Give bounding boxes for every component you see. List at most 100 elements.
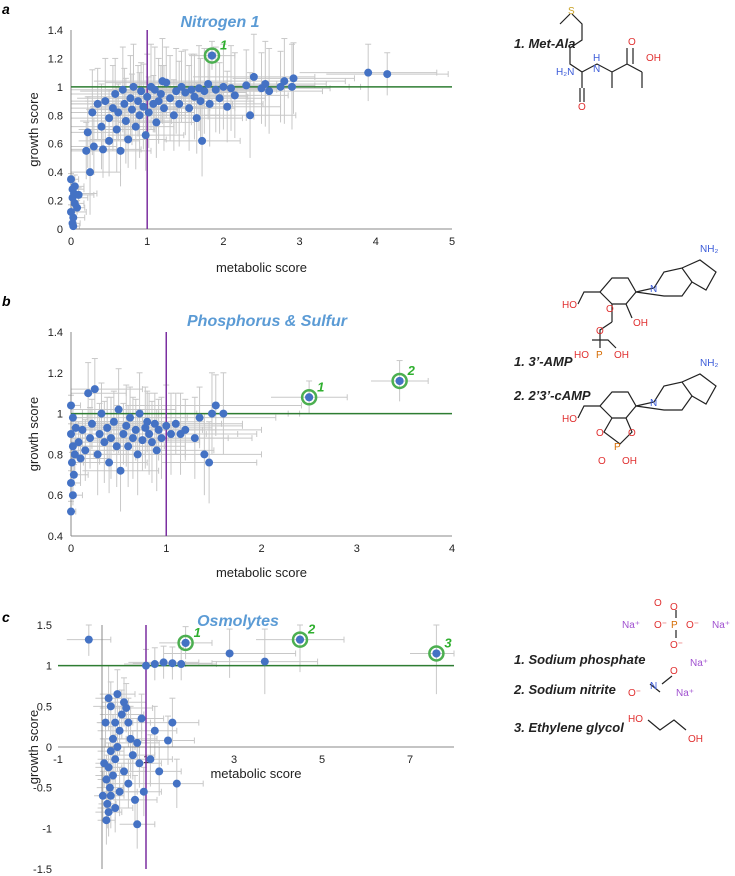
data-point bbox=[73, 203, 82, 212]
data-point bbox=[159, 658, 168, 667]
svg-text:OH: OH bbox=[688, 734, 703, 745]
data-point bbox=[141, 131, 150, 140]
compound-label: 1. Sodium phosphate bbox=[514, 652, 645, 667]
data-point bbox=[150, 726, 159, 735]
data-point bbox=[116, 466, 125, 475]
data-point bbox=[157, 434, 166, 443]
y-tick-label: 0 bbox=[46, 742, 52, 754]
svg-text:P: P bbox=[614, 442, 621, 453]
data-point bbox=[172, 779, 181, 788]
x-tick-label: 5 bbox=[319, 754, 325, 766]
data-point bbox=[93, 99, 102, 108]
chart-title-c: Osmolytes bbox=[197, 613, 279, 630]
3-amp-structure bbox=[577, 259, 717, 349]
data-point bbox=[71, 423, 80, 432]
panel-b: b Phosphorus & Sulfur bbox=[2, 293, 348, 330]
2-3-camp-labels: HO O O P O OH NH₂ N bbox=[562, 358, 718, 467]
data-point bbox=[76, 454, 85, 463]
data-point bbox=[181, 88, 190, 97]
data-point bbox=[145, 430, 154, 438]
data-point bbox=[147, 438, 156, 447]
data-point bbox=[113, 743, 122, 751]
y-tick-label: 0.6 bbox=[48, 490, 63, 502]
data-point bbox=[106, 747, 115, 756]
data-point bbox=[97, 409, 106, 418]
ethylene-glycol-structure: HO OH bbox=[628, 714, 703, 745]
data-point bbox=[69, 222, 78, 231]
svg-text:OH: OH bbox=[633, 318, 648, 329]
chart-title-a: Nitrogen 1 bbox=[180, 14, 259, 31]
y-tick-label: 1.2 bbox=[48, 53, 63, 65]
x-tick-label: 2 bbox=[220, 236, 226, 248]
data-point bbox=[141, 423, 150, 432]
x-tick-label: 4 bbox=[373, 236, 379, 248]
chart-title-b: Phosphorus & Sulfur bbox=[187, 313, 348, 330]
data-point bbox=[98, 791, 107, 800]
x-tick-label: 1 bbox=[144, 236, 150, 248]
highlight-label: 2 bbox=[307, 622, 316, 637]
y-tick-label: 0.4 bbox=[48, 531, 63, 543]
data-point bbox=[82, 146, 91, 155]
data-point bbox=[68, 491, 77, 500]
data-point bbox=[70, 182, 79, 191]
data-point bbox=[118, 85, 127, 94]
data-point bbox=[223, 102, 232, 111]
y-axis-label: growth score bbox=[26, 92, 41, 166]
data-point bbox=[86, 434, 95, 443]
data-point bbox=[185, 104, 194, 113]
sodium-phosphate-structure: O O O⁻ P O⁻ O⁻ Na⁺ Na⁺ Na⁺ bbox=[622, 598, 730, 669]
data-point bbox=[135, 111, 144, 120]
data-point bbox=[114, 108, 123, 117]
data-point bbox=[114, 405, 123, 414]
data-point bbox=[138, 436, 147, 445]
chart-a: 0 1 2 3 4 5 0 0.2 0.4 0.6 0.8 1 1.2 1.4 metabolic scor… bbox=[26, 25, 455, 275]
data-point bbox=[103, 799, 112, 808]
met-ala-labels: S H₂N H N O O OH bbox=[556, 6, 661, 113]
data-point bbox=[70, 450, 79, 459]
data-point bbox=[89, 142, 98, 151]
y-tick-label: 1 bbox=[57, 409, 63, 421]
chart-c: -1 1 3 5 7 -1.5 -1 -0.5 0 0.5 1 1.5 metabolic score g… bbox=[26, 620, 455, 876]
svg-text:NH₂: NH₂ bbox=[700, 358, 718, 369]
x-tick-label: 4 bbox=[449, 543, 455, 555]
highlight-ring bbox=[428, 645, 445, 662]
data-point bbox=[122, 703, 131, 712]
data-point bbox=[95, 430, 104, 438]
data-points bbox=[67, 51, 392, 231]
data-point bbox=[190, 434, 199, 443]
svg-text:O⁻: O⁻ bbox=[628, 688, 641, 699]
svg-text:H₂N: H₂N bbox=[556, 67, 574, 78]
svg-text:O: O bbox=[606, 304, 614, 315]
data-point bbox=[139, 787, 148, 796]
chart-layer: 0 1 2 3 4 5 0 0.2 0.4 0.6 0.8 1 1.2 1.4 metabolic scor… bbox=[26, 25, 455, 876]
data-point bbox=[126, 94, 135, 103]
data-point bbox=[152, 446, 161, 455]
y-tick-label: 1 bbox=[46, 661, 52, 673]
data-point bbox=[246, 111, 255, 120]
data-point bbox=[84, 635, 93, 644]
panel-letter-b: b bbox=[2, 293, 11, 309]
data-point bbox=[144, 108, 153, 117]
data-point bbox=[177, 660, 186, 669]
svg-text:O: O bbox=[628, 428, 636, 439]
data-point bbox=[265, 87, 274, 96]
svg-text:O: O bbox=[654, 598, 662, 609]
data-point bbox=[261, 80, 270, 89]
y-tick-label: 0.8 bbox=[48, 110, 63, 122]
data-point bbox=[100, 759, 109, 768]
sodium-nitrite-structure: O⁻ N O Na⁺ bbox=[628, 666, 694, 699]
y-tick-label: 0 bbox=[57, 224, 63, 236]
data-point bbox=[215, 94, 224, 103]
y-tick-label: 0.5 bbox=[37, 701, 52, 713]
x-tick-label: 7 bbox=[407, 754, 413, 766]
data-point bbox=[128, 751, 137, 760]
data-point bbox=[143, 92, 152, 101]
x-tick-label: -1 bbox=[53, 754, 63, 766]
y-tick-label: 1 bbox=[57, 82, 63, 94]
panel-letter-c: c bbox=[2, 609, 10, 625]
data-point bbox=[84, 389, 93, 398]
data-point bbox=[127, 105, 136, 114]
data-point bbox=[67, 207, 75, 216]
data-point bbox=[198, 136, 207, 145]
highlight-ring bbox=[300, 389, 318, 406]
